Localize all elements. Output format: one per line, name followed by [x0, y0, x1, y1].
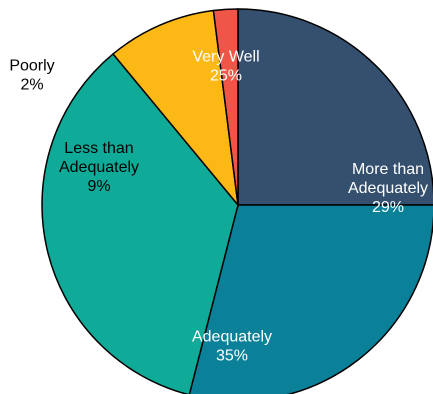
pie-slice-1 [188, 204, 433, 394]
pie-slice-4 [212, 8, 239, 206]
slice-label-text: Adequately [192, 329, 272, 346]
slice-label-text: Less than [64, 140, 133, 157]
slice-label-2: Adequately 35% [192, 329, 272, 365]
slice-value-text: 25% [210, 68, 242, 85]
slice-label-text: Adequately [348, 180, 428, 197]
pie-slice-3 [112, 9, 240, 208]
slice-label-text: More than [352, 161, 424, 178]
slice-label-1: More than Adequately 29% [348, 161, 428, 216]
slice-label-text: Adequately [59, 159, 139, 176]
pie-labels: Very Well 25% More than Adequately 29% Adequa… [9, 49, 428, 365]
slice-label-text: Poorly [9, 58, 54, 75]
slice-label-4: Poorly 2% [9, 58, 54, 94]
pie-slice-0 [237, 8, 433, 206]
slice-value-text: 2% [20, 77, 43, 94]
slice-value-text: 35% [216, 348, 248, 365]
slice-label-0: Very Well 25% [192, 49, 259, 85]
slice-label-3: Less than Adequately 9% [59, 140, 139, 195]
slice-value-text: 9% [87, 178, 110, 195]
slice-value-text: 29% [372, 199, 404, 216]
pie-slice-2 [41, 52, 239, 394]
pie-slices [41, 8, 433, 394]
slice-label-text: Very Well [192, 49, 259, 66]
